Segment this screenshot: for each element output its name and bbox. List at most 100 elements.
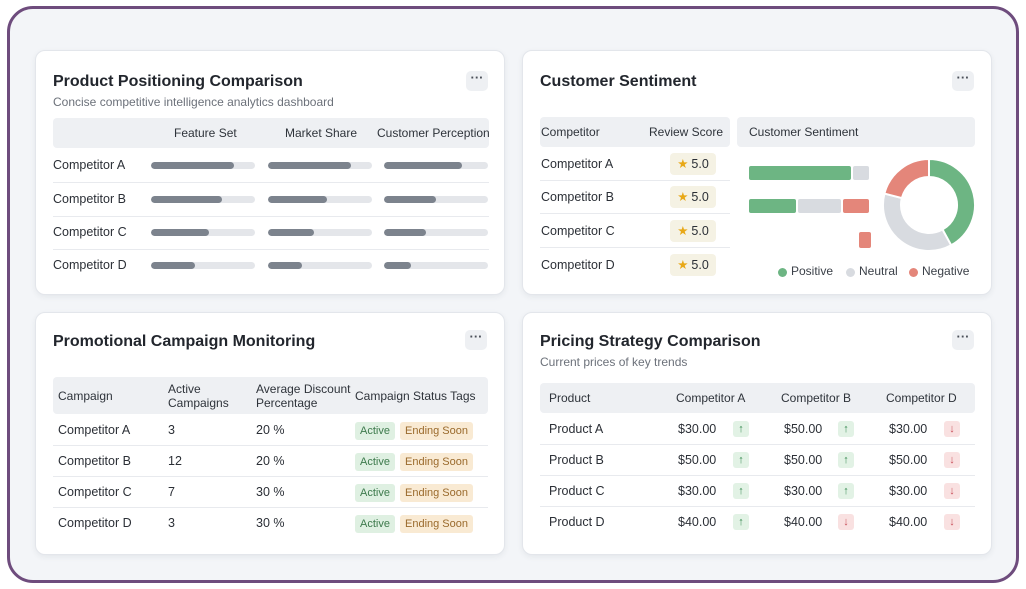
status-tag-ending-soon: Ending Soon	[400, 453, 473, 471]
table-header	[540, 117, 730, 147]
star-icon: ★	[677, 224, 689, 238]
status-tag-active: Active	[355, 453, 395, 471]
arrow-up-icon: ↑	[733, 483, 749, 499]
row-divider	[540, 213, 730, 214]
row-divider	[53, 507, 488, 508]
level-bar-fill	[384, 196, 436, 203]
status-tag-active: Active	[355, 515, 395, 533]
level-bar-fill	[151, 262, 195, 269]
status-tag-active: Active	[355, 484, 395, 502]
level-bar-fill	[151, 162, 235, 169]
status-tag-ending-soon: Ending Soon	[400, 484, 473, 502]
level-bar-fill	[268, 229, 314, 236]
status-tag-active: Active	[355, 422, 395, 440]
column-header: Competitor	[541, 125, 600, 139]
sentiment-bar-positive	[749, 166, 851, 180]
donut-slice-neutral	[882, 192, 953, 252]
card-subtitle: Current prices of key trends	[540, 355, 688, 369]
arrow-down-icon: ↓	[944, 514, 960, 530]
level-bar	[151, 229, 255, 236]
legend-label: Neutral	[859, 264, 898, 278]
average-discount: 20 %	[256, 423, 285, 437]
review-score-value: 5.0	[691, 258, 709, 272]
active-campaigns-count: 3	[168, 516, 175, 530]
column-header: Active Campaigns	[168, 382, 229, 410]
arrow-up-icon: ↑	[733, 452, 749, 468]
star-icon: ★	[677, 190, 689, 204]
row-divider	[53, 182, 489, 183]
status-tag-ending-soon: Ending Soon	[400, 515, 473, 533]
arrow-up-icon: ↑	[838, 452, 854, 468]
chart-header-label: Customer Sentiment	[749, 125, 859, 139]
legend-label: Negative	[922, 264, 970, 278]
card-title: Customer Sentiment	[540, 73, 697, 90]
arrow-up-icon: ↑	[733, 421, 749, 437]
column-header: Competitor A	[676, 391, 746, 405]
card-title: Product Positioning Comparison	[53, 73, 303, 90]
donut-slice-positive	[928, 157, 976, 247]
column-header: Average Discount Percentage	[256, 382, 351, 410]
more-options-button[interactable]: ···	[952, 71, 974, 91]
product-name: Product B	[549, 453, 604, 467]
ellipsis-icon: ···	[470, 70, 484, 85]
row-divider	[53, 445, 488, 446]
average-discount: 20 %	[256, 454, 285, 468]
price-value: $50.00	[784, 422, 823, 436]
sentiment-bar-positive	[749, 199, 796, 213]
column-header: Market Share	[285, 126, 358, 140]
sentiment-bar-negative	[842, 199, 869, 213]
price-value: $30.00	[889, 422, 928, 436]
chart-header	[737, 117, 975, 147]
level-bar	[151, 262, 255, 269]
table-header	[53, 118, 489, 148]
level-bar-fill	[151, 229, 210, 236]
level-bar	[151, 162, 255, 169]
row-divider	[53, 216, 489, 217]
sentiment-donut-chart	[882, 157, 976, 252]
average-discount: 30 %	[256, 485, 285, 499]
row-label: Competitor A	[53, 158, 126, 172]
review-score-value: 5.0	[691, 157, 709, 171]
legend-marker	[778, 268, 787, 277]
level-bar	[268, 196, 372, 203]
positioning-card: Product Positioning Comparison Concise c…	[35, 50, 505, 295]
arrow-down-icon: ↓	[944, 483, 960, 499]
sentiment-card: Customer Sentiment ··· Competitor Review…	[522, 50, 992, 295]
review-score-value: 5.0	[691, 224, 709, 238]
more-options-button[interactable]: ···	[952, 330, 974, 350]
row-label: Competitor B	[53, 192, 126, 206]
row-divider	[540, 475, 975, 476]
price-value: $40.00	[784, 515, 823, 529]
level-bar	[151, 196, 255, 203]
review-score-value: 5.0	[691, 190, 709, 204]
column-header: Customer Perception	[377, 126, 490, 140]
level-bar	[384, 196, 488, 203]
card-title: Promotional Campaign Monitoring	[53, 333, 316, 350]
table-header	[540, 383, 975, 413]
average-discount: 30 %	[256, 516, 285, 530]
price-value: $40.00	[889, 515, 928, 529]
card-subtitle: Concise competitive intelligence analyti…	[53, 95, 334, 109]
product-name: Product D	[549, 515, 605, 529]
column-header: Campaign	[58, 389, 113, 403]
more-options-button[interactable]: ···	[466, 71, 488, 91]
sentiment-bar-negative	[859, 232, 871, 248]
sentiment-bar-neutral	[797, 199, 841, 213]
active-campaigns-count: 12	[168, 454, 182, 468]
row-divider	[540, 506, 975, 507]
review-score-badge: ★ 5.0	[670, 220, 716, 242]
campaign-name: Competitor D	[58, 516, 132, 530]
card-title: Pricing Strategy Comparison	[540, 333, 761, 350]
price-value: $30.00	[784, 484, 823, 498]
row-divider	[540, 247, 730, 248]
level-bar-fill	[384, 262, 412, 269]
campaign-name: Competitor B	[58, 454, 131, 468]
row-divider	[53, 476, 488, 477]
review-score-badge: ★ 5.0	[670, 254, 716, 276]
arrow-up-icon: ↑	[838, 483, 854, 499]
column-header: Product	[549, 391, 591, 405]
column-header: Competitor B	[781, 391, 852, 405]
level-bar	[384, 262, 488, 269]
more-options-button[interactable]: ···	[465, 330, 487, 350]
campaign-name: Competitor A	[58, 423, 131, 437]
